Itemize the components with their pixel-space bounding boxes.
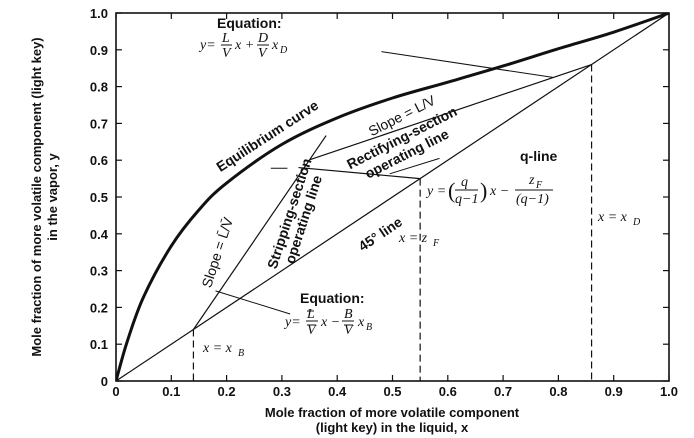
leader-line <box>389 157 440 175</box>
y-tick-label: 0.4 <box>90 227 109 242</box>
x-tick-label: 0.8 <box>549 384 567 399</box>
svg-text:x = x: x = x <box>202 341 233 356</box>
y-tick-label: 0.6 <box>90 153 108 168</box>
y-tick-label: 0.9 <box>90 43 108 58</box>
stripping-line-extension <box>309 135 327 161</box>
svg-text:V: V <box>307 323 317 338</box>
x-tick-label: 0.2 <box>218 384 236 399</box>
svg-text:q−1: q−1 <box>455 192 478 207</box>
x-tick-label: 0.1 <box>162 384 180 399</box>
svg-text:(: ( <box>448 178 455 203</box>
svg-text:y =: y = <box>425 184 446 199</box>
svg-text:L: L <box>306 307 315 322</box>
svg-text:D: D <box>632 217 641 228</box>
rectifying-equation: y= L V x + D V x D <box>198 31 288 61</box>
svg-text:x = x: x = x <box>597 210 628 225</box>
svg-text:x = z: x = z <box>398 231 428 246</box>
y-tick-label: 0.8 <box>90 80 108 95</box>
y-tick-label: 1.0 <box>90 6 108 21</box>
y-axis-ticks: 0 0.1 0.2 0.3 0.4 0.5 0.6 0.7 0.8 0.9 1.0 <box>90 6 669 389</box>
equation-label-top: Equation: <box>217 15 282 31</box>
diagonal-45-line <box>116 13 669 381</box>
svg-text:V: V <box>258 46 268 61</box>
x-tick-label: 0.6 <box>439 384 457 399</box>
stripping-operating-line <box>192 159 311 330</box>
zf-label: x = z F <box>398 231 440 249</box>
y-tick-label: 0 <box>101 374 108 389</box>
y-tick-label: 0.3 <box>90 264 108 279</box>
svg-text:F: F <box>535 180 543 191</box>
svg-text:x: x <box>357 315 365 330</box>
leader-line <box>381 51 553 78</box>
xd-label: x = x D <box>597 210 641 228</box>
svg-text:x: x <box>271 38 279 53</box>
y-tick-label: 0.5 <box>90 190 108 205</box>
svg-text:D: D <box>279 45 288 56</box>
svg-text:L: L <box>221 31 230 46</box>
equilibrium-curve <box>116 13 669 381</box>
svg-text:(q−1): (q−1) <box>516 192 549 207</box>
chart-lines <box>116 13 669 381</box>
y-tick-label: 0.7 <box>90 116 108 131</box>
x-axis-title-line1: Mole fraction of more volatile component <box>265 405 520 420</box>
xb-label: x = x B <box>202 341 244 359</box>
svg-text:B: B <box>238 348 244 359</box>
x-axis-ticks: 0 0.1 0.2 0.3 0.4 0.5 0.6 0.7 0.8 0.9 1.0 <box>112 13 678 399</box>
svg-text:B: B <box>344 307 353 322</box>
x-tick-label: 0.3 <box>273 384 291 399</box>
x-axis-title-line2: (light key) in the liquid, x <box>316 420 469 435</box>
svg-text:q: q <box>461 175 468 190</box>
svg-text:V: V <box>222 46 232 61</box>
svg-text:x +: x + <box>234 38 254 53</box>
equation-label-bottom: Equation: <box>300 290 365 306</box>
y-tick-label: 0.1 <box>90 337 108 352</box>
svg-text:y=: y= <box>198 38 216 53</box>
y-axis-title-line2: in the vapor, y <box>45 153 60 241</box>
svg-text:): ) <box>480 178 487 203</box>
slope-stripping-label: Slope = L̄/V̄ <box>198 215 236 290</box>
stripping-equation: y= L V x − B V x B <box>283 307 372 338</box>
svg-text:D: D <box>257 31 268 46</box>
diagonal-45-label: 45° line <box>355 213 405 254</box>
svg-text:V: V <box>344 323 354 338</box>
x-tick-label: 0.4 <box>328 384 347 399</box>
y-tick-label: 0.2 <box>90 300 108 315</box>
x-tick-label: 0.5 <box>383 384 401 399</box>
rectifying-operating-line <box>309 63 592 161</box>
y-axis-title-line1: Mole fraction of more volatile component… <box>29 37 44 356</box>
x-tick-label: 0 <box>112 384 119 399</box>
composition-markers <box>192 64 593 381</box>
x-tick-label: 1.0 <box>660 384 678 399</box>
annotation-leaders <box>215 51 553 315</box>
svg-text:x −: x − <box>320 315 340 330</box>
x-tick-label: 0.9 <box>605 384 623 399</box>
q-line-equation: y = ( q q−1 ) x − z F (q−1) <box>425 173 553 207</box>
q-line-label: q-line <box>520 148 558 164</box>
q-line <box>298 166 421 180</box>
svg-text:z: z <box>528 173 535 188</box>
svg-text:y=: y= <box>283 315 301 330</box>
x-tick-label: 0.7 <box>494 384 512 399</box>
leader-line <box>215 290 291 315</box>
svg-text:x −: x − <box>489 184 509 199</box>
svg-text:F: F <box>432 238 440 249</box>
svg-text:B: B <box>366 322 372 333</box>
